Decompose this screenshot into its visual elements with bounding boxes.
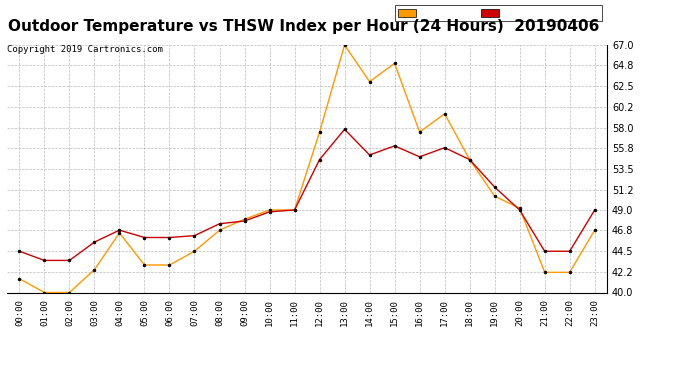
Legend: THSW  (°F), Temperature  (°F): THSW (°F), Temperature (°F) [395,5,602,21]
Text: Copyright 2019 Cartronics.com: Copyright 2019 Cartronics.com [7,45,163,54]
Text: Outdoor Temperature vs THSW Index per Hour (24 Hours)  20190406: Outdoor Temperature vs THSW Index per Ho… [8,19,600,34]
